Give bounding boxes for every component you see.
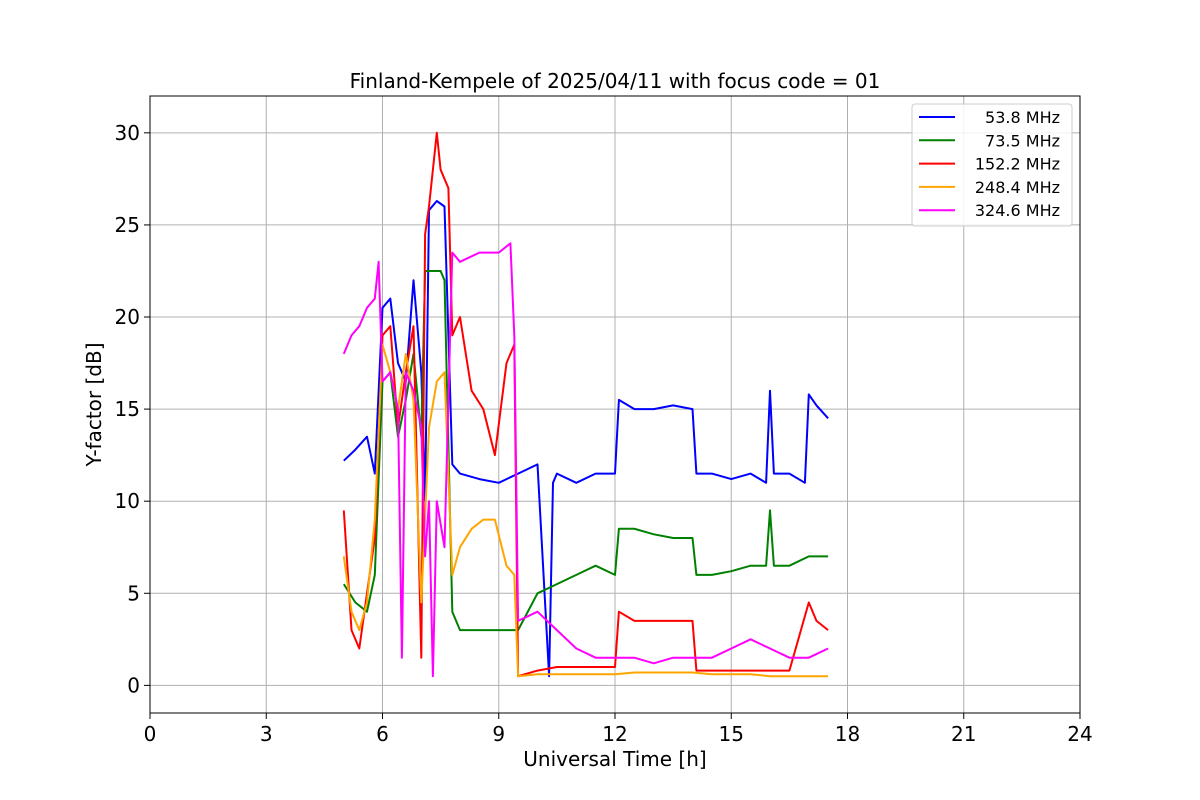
x-tick-label-8: 24: [1067, 722, 1092, 746]
y-tick-label-1: 5: [127, 581, 140, 605]
y-axis-label: Y-factor [dB]: [82, 342, 106, 467]
legend-label-3: 248.4 MHz: [975, 178, 1060, 197]
y-tick-label-3: 15: [115, 397, 140, 421]
x-tick-label-6: 18: [835, 722, 860, 746]
legend-label-0: 53.8 MHz: [985, 108, 1060, 127]
x-tick-label-4: 12: [602, 722, 627, 746]
legend-label-2: 152.2 MHz: [975, 155, 1060, 174]
chart-title: Finland-Kempele of 2025/04/11 with focus…: [350, 69, 881, 93]
series-line-1: [342, 270, 829, 632]
legend-box: [911, 103, 1073, 227]
y-tick-label-4: 20: [115, 305, 140, 329]
x-tick-label-7: 21: [951, 722, 976, 746]
y-tick-label-0: 0: [127, 673, 140, 697]
y-axis: 0 5 10 15 20 25 30: [115, 121, 150, 697]
series-line-2: [342, 131, 829, 678]
x-tick-label-0: 0: [144, 722, 157, 746]
series-line-4: [342, 242, 829, 678]
legend-label-1: 73.5 MHz: [985, 131, 1060, 150]
x-tick-label-1: 3: [260, 722, 273, 746]
legend-label-4: 324.6 MHz: [975, 201, 1060, 220]
series-layer: [342, 131, 829, 678]
legend: 53.8 MHz 73.5 MHz 152.2 MHz 248.4 MHz 324.6 …: [911, 103, 1073, 227]
y-tick-label-2: 10: [115, 489, 140, 513]
y-tick-label-5: 25: [115, 213, 140, 237]
y-tick-label-6: 30: [115, 121, 140, 145]
x-axis-label: Universal Time [h]: [523, 747, 706, 771]
x-axis: 0 3 6 9 12 15 18 21 24: [144, 713, 1093, 746]
x-tick-label-5: 15: [719, 722, 744, 746]
x-tick-label-3: 9: [492, 722, 505, 746]
x-tick-label-2: 6: [376, 722, 389, 746]
